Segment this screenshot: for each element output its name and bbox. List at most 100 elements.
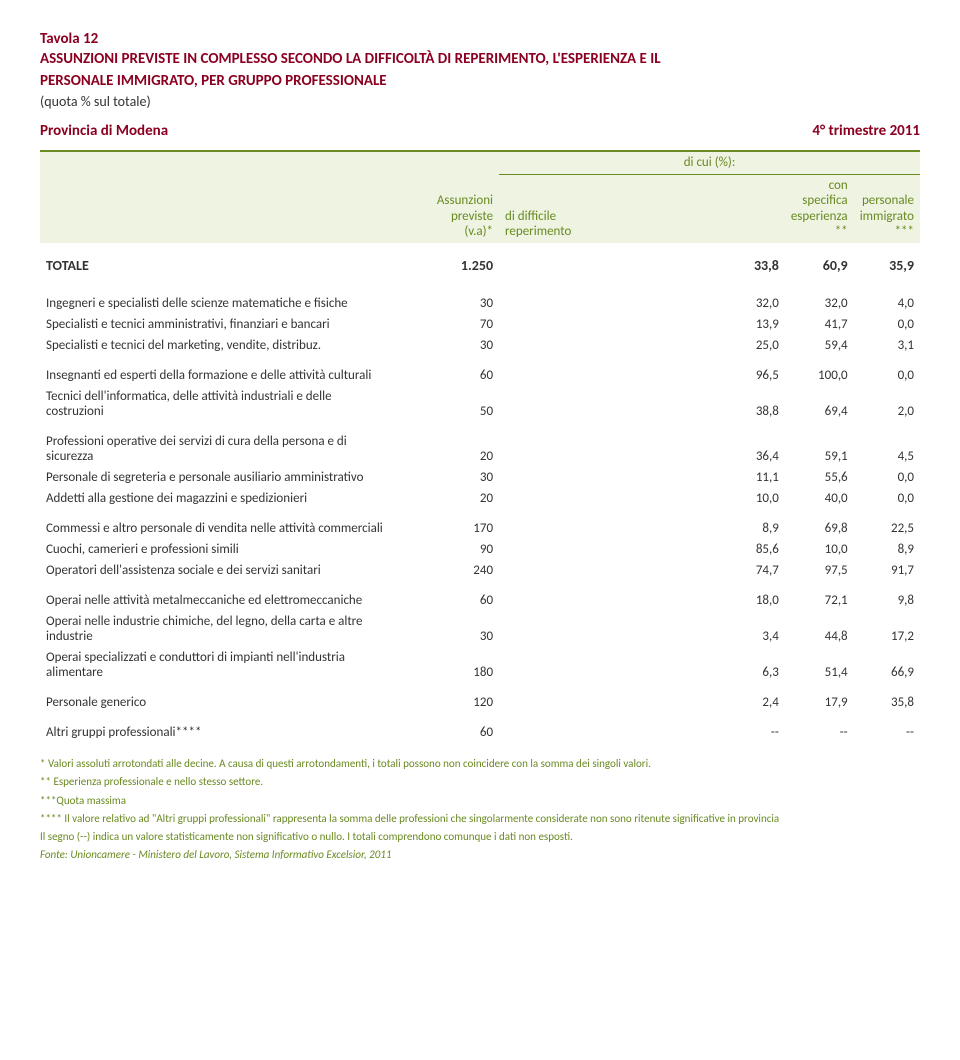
table-row: Insegnanti ed esperti della formazione e… xyxy=(40,356,920,386)
row-value: 20 xyxy=(395,422,499,467)
row-label: Insegnanti ed esperti della formazione e… xyxy=(40,356,395,386)
footnote-2: ** Esperienza professionale e nello stes… xyxy=(40,775,920,789)
table-row: Tecnici dell'informatica, delle attività… xyxy=(40,386,920,422)
row-value: 60 xyxy=(395,581,499,611)
row-value: 240 xyxy=(395,560,499,581)
col-header-group: di cui (%): xyxy=(499,151,920,174)
row-value: 36,4 xyxy=(499,422,785,467)
row-value: 100,0 xyxy=(785,356,854,386)
footnote-5: Il segno (--) indica un valore statistic… xyxy=(40,830,920,844)
row-value: 59,4 xyxy=(785,335,854,356)
row-label: Cuochi, camerieri e professioni simili xyxy=(40,539,395,560)
row-label: Specialisti e tecnici del marketing, ven… xyxy=(40,335,395,356)
row-value: 11,1 xyxy=(499,467,785,488)
table-row: Operai nelle industrie chimiche, del leg… xyxy=(40,611,920,647)
row-label: TOTALE xyxy=(40,243,395,284)
row-value: 10,0 xyxy=(499,488,785,509)
table-row: Commessi e altro personale di vendita ne… xyxy=(40,509,920,539)
row-label: Operai specializzati e conduttori di imp… xyxy=(40,647,395,683)
row-value: 2,0 xyxy=(854,386,920,422)
row-value: 18,0 xyxy=(499,581,785,611)
row-label: Altri gruppi professionali**** xyxy=(40,713,395,743)
table-title-line1: ASSUNZIONI PREVISTE IN COMPLESSO SECONDO… xyxy=(40,50,920,70)
row-value: 120 xyxy=(395,683,499,713)
row-value: 30 xyxy=(395,467,499,488)
table-row: Specialisti e tecnici amministrativi, fi… xyxy=(40,314,920,335)
row-value: -- xyxy=(499,713,785,743)
row-value: 8,9 xyxy=(499,509,785,539)
row-value: 69,8 xyxy=(785,509,854,539)
row-value: 25,0 xyxy=(499,335,785,356)
row-value: 170 xyxy=(395,509,499,539)
row-label: Operatori dell'assistenza sociale e dei … xyxy=(40,560,395,581)
row-label: Tecnici dell'informatica, delle attività… xyxy=(40,386,395,422)
table-row: Personale di segreteria e personale ausi… xyxy=(40,467,920,488)
row-value: 50 xyxy=(395,386,499,422)
footnote-source: Fonte: Unioncamere - Ministero del Lavor… xyxy=(40,848,920,862)
row-value: 20 xyxy=(395,488,499,509)
row-value: 0,0 xyxy=(854,488,920,509)
province-period-row: Provincia di Modena 4° trimestre 2011 xyxy=(40,122,920,140)
row-value: 32,0 xyxy=(785,284,854,314)
row-value: -- xyxy=(785,713,854,743)
row-value: 10,0 xyxy=(785,539,854,560)
col-header-difficile: di difficile reperimento xyxy=(499,174,785,243)
row-value: 32,0 xyxy=(499,284,785,314)
table-row: Operatori dell'assistenza sociale e dei … xyxy=(40,560,920,581)
row-label: Operai nelle attività metalmeccaniche ed… xyxy=(40,581,395,611)
row-value: 4,0 xyxy=(854,284,920,314)
row-value: 1.250 xyxy=(395,243,499,284)
col-header-assunzioni: Assunzioni previste (v.a)* xyxy=(395,151,499,243)
row-label: Specialisti e tecnici amministrativi, fi… xyxy=(40,314,395,335)
table-title-line2: PERSONALE IMMIGRATO, PER GRUPPO PROFESSI… xyxy=(40,72,920,92)
col-header-esperienza: con specifica esperienza ** xyxy=(785,174,854,243)
province-label: Provincia di Modena xyxy=(40,122,168,140)
footnotes: * Valori assoluti arrotondati alle decin… xyxy=(40,757,920,863)
data-table: Assunzioni previste (v.a)* di cui (%): d… xyxy=(40,150,920,743)
row-value: 9,8 xyxy=(854,581,920,611)
period-label: 4° trimestre 2011 xyxy=(812,122,920,140)
table-subtitle: (quota % sul totale) xyxy=(40,93,920,110)
table-row: Ingegneri e specialisti delle scienze ma… xyxy=(40,284,920,314)
row-value: 0,0 xyxy=(854,467,920,488)
table-row: Operai specializzati e conduttori di imp… xyxy=(40,647,920,683)
row-value: 3,1 xyxy=(854,335,920,356)
row-value: 22,5 xyxy=(854,509,920,539)
row-value: 60 xyxy=(395,356,499,386)
row-value: 38,8 xyxy=(499,386,785,422)
row-value: 74,7 xyxy=(499,560,785,581)
row-value: 85,6 xyxy=(499,539,785,560)
row-value: 30 xyxy=(395,335,499,356)
row-value: 41,7 xyxy=(785,314,854,335)
row-value: 180 xyxy=(395,647,499,683)
row-value: 4,5 xyxy=(854,422,920,467)
row-value: 0,0 xyxy=(854,314,920,335)
row-value: 30 xyxy=(395,284,499,314)
footnote-3: ***Quota massima xyxy=(40,794,920,808)
row-value: 35,8 xyxy=(854,683,920,713)
row-label: Personale di segreteria e personale ausi… xyxy=(40,467,395,488)
row-value: 17,2 xyxy=(854,611,920,647)
row-value: 97,5 xyxy=(785,560,854,581)
table-row: TOTALE1.25033,860,935,9 xyxy=(40,243,920,284)
row-value: 60,9 xyxy=(785,243,854,284)
table-row: Professioni operative dei servizi di cur… xyxy=(40,422,920,467)
row-value: 13,9 xyxy=(499,314,785,335)
row-value: 3,4 xyxy=(499,611,785,647)
footnote-4: **** Il valore relativo ad "Altri gruppi… xyxy=(40,812,920,826)
table-row: Operai nelle attività metalmeccaniche ed… xyxy=(40,581,920,611)
row-value: 40,0 xyxy=(785,488,854,509)
row-label: Operai nelle industrie chimiche, del leg… xyxy=(40,611,395,647)
row-value: 6,3 xyxy=(499,647,785,683)
row-value: 33,8 xyxy=(499,243,785,284)
table-row: Specialisti e tecnici del marketing, ven… xyxy=(40,335,920,356)
row-value: 8,9 xyxy=(854,539,920,560)
row-value: 70 xyxy=(395,314,499,335)
row-value: -- xyxy=(854,713,920,743)
row-value: 30 xyxy=(395,611,499,647)
row-value: 35,9 xyxy=(854,243,920,284)
row-value: 55,6 xyxy=(785,467,854,488)
table-number: Tavola 12 xyxy=(40,30,920,48)
row-value: 90 xyxy=(395,539,499,560)
row-value: 72,1 xyxy=(785,581,854,611)
